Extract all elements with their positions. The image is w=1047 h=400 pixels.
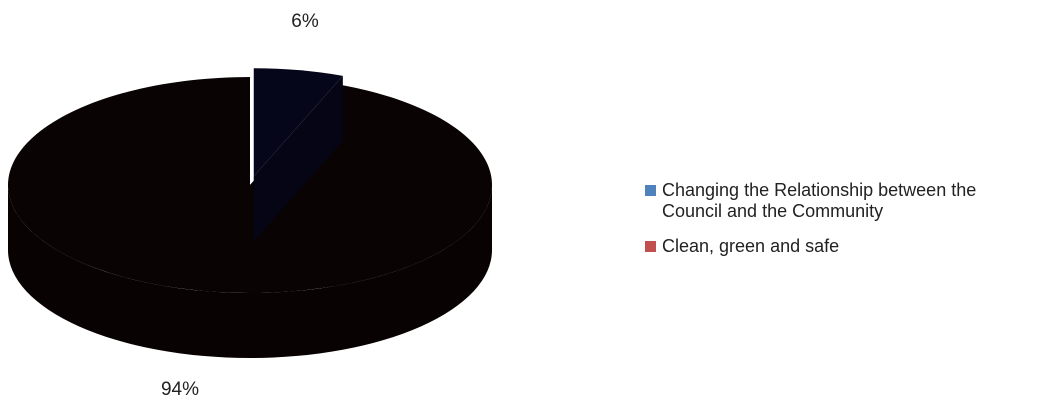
data-label-slice-1: 94% [161,379,199,400]
pie-slice-0-wall-1 [253,75,343,242]
pie-plot-area [8,68,493,358]
pie-slice-0 [253,68,343,177]
legend-swatch-1 [645,241,656,252]
data-label-slice-0: 6% [291,11,319,32]
legend-item-1: Clean, green and safe [645,236,1040,257]
pie-slice-1-side [8,185,492,358]
legend-item-0: Changing the Relationship between the Co… [645,180,1040,222]
legend-label-1: Clean, green and safe [662,236,840,256]
legend-swatch-0 [645,185,656,196]
legend-label-0: Changing the Relationship between the Co… [662,180,977,221]
pie-slice-1 [8,77,493,293]
chart-legend: Changing the Relationship between the Co… [645,180,1040,271]
